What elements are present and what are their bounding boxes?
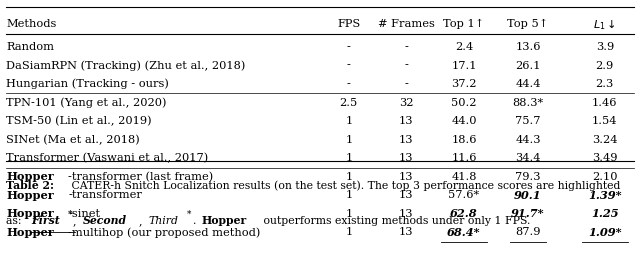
Text: Hopper: Hopper — [6, 208, 54, 219]
Text: -transformer: -transformer — [68, 190, 142, 200]
Text: 87.9: 87.9 — [515, 227, 541, 237]
Text: Second: Second — [83, 215, 127, 227]
Text: 79.3: 79.3 — [515, 172, 541, 182]
Text: 11.6: 11.6 — [451, 153, 477, 163]
Text: 2.10: 2.10 — [592, 172, 618, 182]
Text: 1: 1 — [345, 135, 353, 145]
Text: 3.9: 3.9 — [596, 42, 614, 52]
Text: 41.8: 41.8 — [451, 172, 477, 182]
Text: 1.46: 1.46 — [592, 98, 618, 108]
Text: -sinet: -sinet — [68, 209, 100, 219]
Text: 50.2: 50.2 — [451, 98, 477, 108]
Text: 13: 13 — [399, 227, 413, 237]
Text: 13: 13 — [399, 116, 413, 126]
Text: $L_1\downarrow$: $L_1\downarrow$ — [593, 17, 616, 31]
Text: -: - — [404, 60, 408, 71]
Text: 3.24: 3.24 — [592, 135, 618, 145]
Text: 3.49: 3.49 — [592, 153, 618, 163]
Text: SINet (Ma et al., 2018): SINet (Ma et al., 2018) — [6, 135, 140, 145]
Text: Third: Third — [148, 216, 179, 226]
Text: 1: 1 — [345, 172, 353, 182]
Text: 44.3: 44.3 — [515, 135, 541, 145]
Text: 68.4*: 68.4* — [447, 227, 481, 238]
Text: 32: 32 — [399, 98, 413, 108]
Text: 1: 1 — [345, 190, 353, 200]
Text: 91.7*: 91.7* — [511, 208, 545, 219]
Text: -transformer (last frame): -transformer (last frame) — [68, 172, 213, 182]
Text: Methods: Methods — [6, 19, 57, 29]
Text: *: * — [188, 210, 191, 219]
Text: 13: 13 — [399, 172, 413, 182]
Text: -: - — [404, 42, 408, 52]
Text: Hopper: Hopper — [6, 227, 54, 238]
Text: as:: as: — [6, 216, 26, 226]
Text: Top 5↑: Top 5↑ — [508, 19, 548, 29]
Text: 88.3*: 88.3* — [513, 98, 543, 108]
Text: First: First — [31, 215, 60, 227]
Text: 13: 13 — [399, 153, 413, 163]
Text: *: * — [68, 210, 72, 219]
Text: 17.1: 17.1 — [451, 60, 477, 71]
Text: Hopper: Hopper — [202, 215, 247, 227]
Text: 26.1: 26.1 — [515, 60, 541, 71]
Text: 37.2: 37.2 — [451, 79, 477, 89]
Text: 1.54: 1.54 — [592, 116, 618, 126]
Text: 13: 13 — [399, 190, 413, 200]
Text: 13: 13 — [399, 135, 413, 145]
Text: 1.39*: 1.39* — [588, 190, 621, 201]
Text: ,: , — [74, 216, 81, 226]
Text: FPS: FPS — [337, 19, 360, 29]
Text: -: - — [347, 79, 351, 89]
Text: Hungarian (Tracking - ours): Hungarian (Tracking - ours) — [6, 79, 169, 89]
Text: Transformer (Vaswani et al., 2017): Transformer (Vaswani et al., 2017) — [6, 153, 209, 163]
Text: 75.7: 75.7 — [515, 116, 541, 126]
Text: 1: 1 — [345, 227, 353, 237]
Text: -: - — [347, 42, 351, 52]
Text: 34.4: 34.4 — [515, 153, 541, 163]
Text: Random: Random — [6, 42, 54, 52]
Text: Table 2:: Table 2: — [6, 180, 54, 191]
Text: DaSiamRPN (Tracking) (Zhu et al., 2018): DaSiamRPN (Tracking) (Zhu et al., 2018) — [6, 60, 246, 71]
Text: -: - — [404, 79, 408, 89]
Text: 62.8: 62.8 — [450, 208, 478, 219]
Text: 44.0: 44.0 — [451, 116, 477, 126]
Text: -multihop (our proposed method): -multihop (our proposed method) — [68, 227, 260, 238]
Text: # Frames: # Frames — [378, 19, 435, 29]
Text: 1: 1 — [345, 209, 353, 219]
Text: TSM-50 (Lin et al., 2019): TSM-50 (Lin et al., 2019) — [6, 116, 152, 126]
Text: 2.4: 2.4 — [455, 42, 473, 52]
Text: .: . — [193, 216, 200, 226]
Text: outperforms existing methods under only 1 FPS.: outperforms existing methods under only … — [260, 216, 531, 226]
Text: 18.6: 18.6 — [451, 135, 477, 145]
Text: 90.1: 90.1 — [514, 190, 542, 201]
Text: Hopper: Hopper — [6, 190, 54, 201]
Text: -: - — [347, 60, 351, 71]
Text: CATER-h Snitch Localization results (on the test set). The top 3 performance sco: CATER-h Snitch Localization results (on … — [68, 180, 621, 191]
Text: 1: 1 — [345, 153, 353, 163]
Text: 2.9: 2.9 — [596, 60, 614, 71]
Text: Top 1↑: Top 1↑ — [444, 19, 484, 29]
Text: 1: 1 — [345, 116, 353, 126]
Text: ,: , — [140, 216, 147, 226]
Text: 44.4: 44.4 — [515, 79, 541, 89]
Text: 13.6: 13.6 — [515, 42, 541, 52]
Text: 1.25: 1.25 — [591, 208, 619, 219]
Text: 1.09*: 1.09* — [588, 227, 621, 238]
Text: TPN-101 (Yang et al., 2020): TPN-101 (Yang et al., 2020) — [6, 97, 167, 108]
Text: 2.5: 2.5 — [340, 98, 358, 108]
Text: 2.3: 2.3 — [596, 79, 614, 89]
Text: Hopper: Hopper — [6, 171, 54, 182]
Text: 57.6*: 57.6* — [449, 190, 479, 200]
Text: 13: 13 — [399, 209, 413, 219]
